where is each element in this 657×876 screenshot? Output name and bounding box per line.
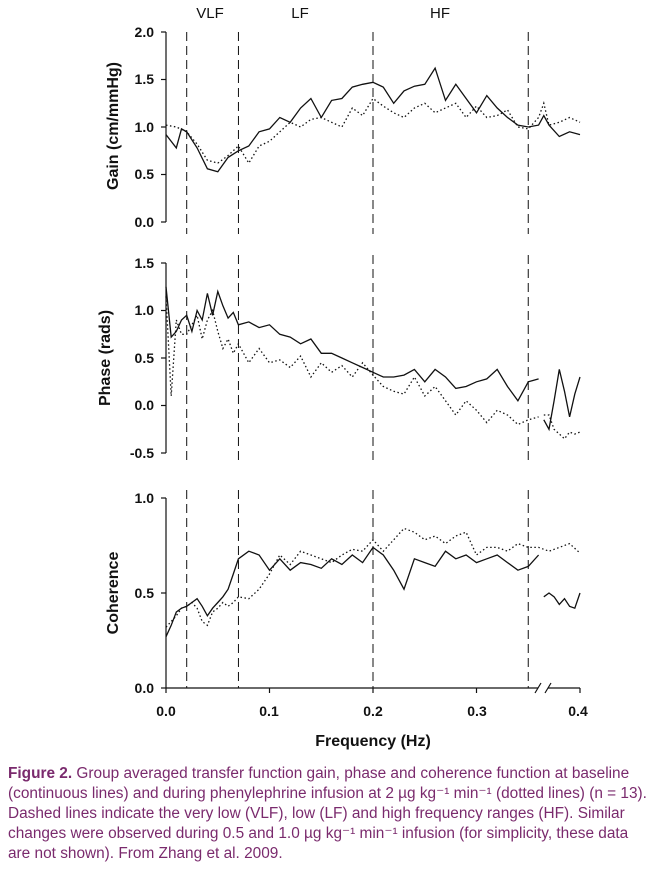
xtick-2: 0.2 — [363, 703, 383, 719]
band-label-lf: LF — [291, 5, 309, 22]
gain-series-baseline — [165, 66, 581, 173]
caption-label: Figure 2. — [8, 765, 73, 782]
figure-caption: Figure 2. Group averaged transfer functi… — [8, 764, 648, 864]
phase-ytick-2: 0.5 — [135, 350, 155, 366]
gain-ytick-3: 1.5 — [135, 71, 155, 87]
phase-series-phenylephrine — [165, 296, 539, 426]
chart: VLF LF HF Gain (cm/mmHg) Phase (rads) Co… — [97, 5, 588, 750]
x-axis-label: Frequency (Hz) — [315, 733, 431, 750]
phase-series-baseline — [165, 286, 539, 403]
coherence-ytick-2: 1.0 — [135, 490, 155, 506]
xtick-0: 0.0 — [156, 703, 176, 719]
phase-series-baseline-tail — [543, 369, 581, 432]
xtick-3: 0.3 — [467, 703, 487, 719]
coherence-axis-label: Coherence — [105, 552, 122, 635]
band-label-hf: HF — [430, 5, 450, 22]
gain-ytick-0: 0.0 — [135, 214, 155, 230]
gain-ytick-1: 0.5 — [135, 166, 155, 182]
phase-ytick-0: -0.5 — [130, 445, 154, 461]
caption-text: Group averaged transfer function gain, p… — [8, 765, 647, 862]
coherence-series-phenylephrine — [165, 527, 581, 628]
coherence-series-baseline-tail — [543, 592, 581, 610]
axis-break-mark — [544, 682, 552, 694]
coherence-ytick-0: 0.0 — [135, 680, 155, 696]
coherence-ytick-1: 0.5 — [135, 585, 155, 601]
band-label-vlf: VLF — [196, 5, 224, 22]
xtick-1: 0.1 — [259, 703, 279, 719]
gain-series-phenylephrine — [165, 97, 581, 165]
axis-break-mark — [534, 682, 542, 694]
coherence-series-baseline — [165, 546, 540, 637]
phase-ytick-3: 1.0 — [135, 302, 155, 318]
gain-axis-label: Gain (cm/mmHg) — [105, 62, 122, 190]
gain-ytick-2: 1.0 — [135, 119, 155, 135]
xtick-4: 0.4 — [568, 703, 588, 719]
phase-ytick-4: 1.5 — [135, 255, 155, 271]
phase-ytick-1: 0.0 — [135, 397, 155, 413]
phase-axis-label: Phase (rads) — [97, 310, 114, 406]
gain-ytick-4: 2.0 — [135, 24, 155, 40]
